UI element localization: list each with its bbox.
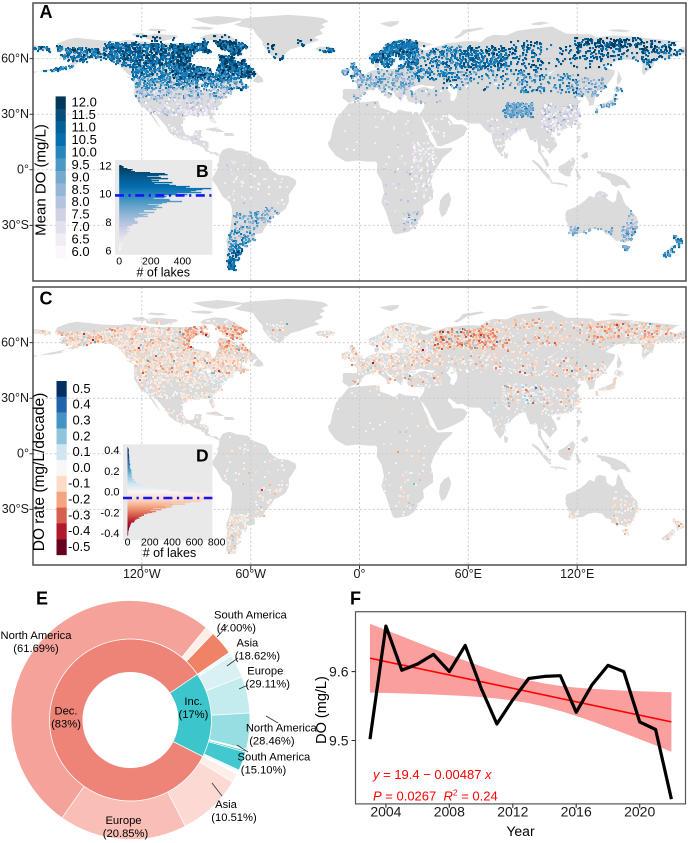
svg-text:0.3: 0.3 <box>73 412 91 427</box>
svg-text:Europe: Europe <box>247 666 283 678</box>
svg-text:2004: 2004 <box>370 804 401 820</box>
svg-text:7.0: 7.0 <box>72 219 90 234</box>
svg-text:0.4: 0.4 <box>73 397 91 412</box>
svg-text:E: E <box>36 589 48 609</box>
svg-text:0.1: 0.1 <box>73 444 91 459</box>
svg-text:0.5: 0.5 <box>73 381 91 396</box>
svg-text:30°S: 30°S <box>2 502 29 516</box>
svg-text:0°: 0° <box>17 163 29 177</box>
svg-text:Dec.: Dec. <box>54 706 77 718</box>
svg-text:60°N: 60°N <box>1 335 29 349</box>
svg-text:12.0: 12.0 <box>72 95 97 110</box>
svg-text:South America: South America <box>238 752 312 764</box>
svg-text:South America: South America <box>214 609 288 621</box>
svg-text:8: 8 <box>105 217 111 229</box>
svg-text:DO (mg/L): DO (mg/L) <box>314 676 330 744</box>
svg-text:8.5: 8.5 <box>72 182 90 197</box>
svg-text:-0.3: -0.3 <box>68 507 90 522</box>
svg-text:(61.69%): (61.69%) <box>13 643 59 655</box>
svg-text:0.4: 0.4 <box>104 445 119 457</box>
svg-text:(20.85%): (20.85%) <box>103 828 149 840</box>
svg-text:400: 400 <box>163 537 181 549</box>
svg-text:Mean DO (mg/L): Mean DO (mg/L) <box>32 124 49 236</box>
svg-text:P = 0.0267 R2 = 0.24: P = 0.0267 R2 = 0.24 <box>373 788 498 804</box>
svg-text:(17%): (17%) <box>178 709 208 721</box>
svg-text:9.6: 9.6 <box>329 664 349 680</box>
svg-text:0: 0 <box>125 537 131 549</box>
svg-text:6.5: 6.5 <box>72 232 90 247</box>
svg-text:(10.51%): (10.51%) <box>211 812 257 824</box>
svg-text:0°: 0° <box>354 567 366 581</box>
svg-text:0°: 0° <box>17 447 29 461</box>
svg-text:Inc.: Inc. <box>184 696 202 708</box>
svg-text:Asia: Asia <box>237 637 260 649</box>
svg-text:-0.1: -0.1 <box>68 476 90 491</box>
svg-text:9.5: 9.5 <box>329 733 349 749</box>
svg-text:(15.10%): (15.10%) <box>241 765 287 777</box>
svg-text:-0.5: -0.5 <box>68 539 90 554</box>
svg-text:(83%): (83%) <box>51 719 81 731</box>
svg-text:A: A <box>40 2 53 22</box>
svg-text:11.0: 11.0 <box>72 120 96 135</box>
svg-text:Asia: Asia <box>215 799 238 811</box>
svg-text:60°W: 60°W <box>235 567 266 581</box>
svg-text:0.0: 0.0 <box>73 460 91 475</box>
svg-text:10: 10 <box>99 189 111 201</box>
svg-text:0.2: 0.2 <box>104 466 119 478</box>
svg-text:D: D <box>196 446 209 466</box>
svg-text:0.2: 0.2 <box>73 428 91 443</box>
svg-text:-0.2: -0.2 <box>101 507 120 519</box>
svg-text:120°E: 120°E <box>560 567 594 581</box>
svg-text:2008: 2008 <box>434 804 465 820</box>
svg-text:200: 200 <box>141 537 159 549</box>
svg-text:9.0: 9.0 <box>72 169 90 184</box>
svg-text:60°N: 60°N <box>1 51 29 65</box>
svg-text:11.5: 11.5 <box>72 107 96 122</box>
svg-text:200: 200 <box>142 256 160 268</box>
svg-text:(4.00%): (4.00%) <box>217 622 256 634</box>
svg-text:(28.46%): (28.46%) <box>249 735 295 747</box>
svg-text:12: 12 <box>99 160 111 172</box>
svg-text:B: B <box>196 161 209 181</box>
svg-text:10.5: 10.5 <box>72 132 97 147</box>
svg-text:30°N: 30°N <box>1 107 29 121</box>
svg-text:30°S: 30°S <box>2 218 29 232</box>
svg-text:Europe: Europe <box>105 815 141 827</box>
svg-text:400: 400 <box>174 256 192 268</box>
svg-text:120°W: 120°W <box>123 567 161 581</box>
svg-text:-0.2: -0.2 <box>68 492 90 507</box>
svg-text:10.0: 10.0 <box>72 144 97 159</box>
svg-text:6: 6 <box>105 246 111 258</box>
svg-text:0.0: 0.0 <box>104 487 119 499</box>
svg-text:C: C <box>40 289 53 309</box>
svg-text:North America: North America <box>1 630 73 642</box>
svg-text:2012: 2012 <box>497 804 528 820</box>
svg-text:-0.4: -0.4 <box>101 528 120 540</box>
svg-text:y = 19.4 − 0.00487 x: y = 19.4 − 0.00487 x <box>372 767 492 782</box>
svg-text:0: 0 <box>116 256 122 268</box>
svg-text:# of lakes: # of lakes <box>143 546 197 560</box>
svg-text:9.5: 9.5 <box>72 157 90 172</box>
svg-text:7.5: 7.5 <box>72 207 90 222</box>
svg-text:8.0: 8.0 <box>72 194 90 209</box>
svg-text:800: 800 <box>208 537 226 549</box>
svg-text:-0.4: -0.4 <box>68 523 90 538</box>
svg-text:(18.62%): (18.62%) <box>235 650 281 662</box>
svg-text:Year: Year <box>506 823 535 839</box>
svg-text:6.0: 6.0 <box>72 244 90 259</box>
svg-text:North America: North America <box>246 722 318 734</box>
svg-text:# of lakes: # of lakes <box>136 266 190 280</box>
svg-text:2020: 2020 <box>624 804 655 820</box>
svg-text:30°N: 30°N <box>1 391 29 405</box>
svg-text:DO rate (mg/L/decade): DO rate (mg/L/decade) <box>31 393 48 552</box>
svg-text:600: 600 <box>186 537 204 549</box>
svg-text:60°E: 60°E <box>455 567 482 581</box>
svg-text:2016: 2016 <box>561 804 592 820</box>
svg-text:F: F <box>350 589 361 609</box>
svg-text:(29.11%): (29.11%) <box>245 679 290 691</box>
